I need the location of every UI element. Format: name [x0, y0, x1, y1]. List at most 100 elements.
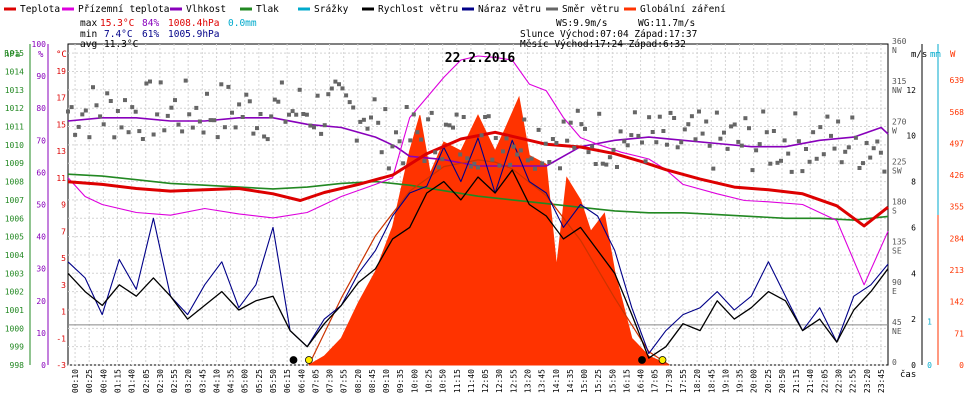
direction-point: [201, 130, 206, 135]
direction-point: [173, 98, 177, 103]
direction-point: [732, 122, 737, 127]
direction-point: [194, 105, 199, 110]
direction-tick-label: S: [892, 207, 897, 216]
direction-point: [258, 112, 263, 116]
humidity-tick: 30: [36, 265, 46, 274]
direction-point: [326, 92, 331, 97]
direction-point: [779, 158, 783, 163]
x-tick: 02:55: [170, 369, 179, 393]
series-naraz-vetru: [67, 137, 889, 355]
legend: Teplota Přízemní teplota Vlhkost Tlak Srážky…: [4, 4, 726, 15]
wind-tick: 6: [911, 223, 916, 232]
direction-point: [94, 103, 99, 108]
direction-point: [622, 139, 627, 144]
stat-avg-temp: 11.3°C: [104, 39, 138, 50]
direction-point: [379, 150, 384, 155]
x-tick: 10:00: [410, 369, 419, 393]
direction-point: [226, 84, 231, 89]
direction-point: [80, 112, 85, 117]
direction-point: [618, 129, 623, 134]
direction-point: [518, 148, 523, 153]
direction-point: [736, 139, 741, 144]
hpa-tick: 998: [10, 361, 25, 370]
direction-point: [468, 164, 473, 169]
direction-point: [383, 107, 388, 112]
direction-point: [247, 99, 252, 104]
temperature-tick: 19: [56, 67, 66, 76]
direction-point: [829, 133, 833, 138]
x-tick: 22:05: [820, 369, 829, 393]
stat-wg: WG:11.7m/s: [638, 18, 695, 29]
direction-points: [66, 78, 887, 174]
x-tick: 15:25: [594, 369, 603, 393]
direction-point: [422, 159, 427, 163]
direction-point: [461, 115, 466, 119]
stat-min-temp: 7.4°C: [104, 29, 133, 40]
radiation-tick: 284: [950, 234, 965, 243]
radiation-layer: [308, 95, 670, 366]
direction-point: [465, 156, 470, 161]
direction-point: [657, 114, 662, 119]
direction-point: [729, 124, 734, 129]
direction-point: [415, 130, 420, 135]
direction-point: [83, 108, 88, 113]
direction-point: [818, 125, 823, 130]
direction-point: [319, 131, 324, 136]
wind-tick: 8: [911, 178, 916, 187]
direction-point: [190, 125, 195, 130]
x-tick: 10:25: [425, 369, 434, 393]
direction-point: [697, 109, 701, 114]
direction-point: [493, 136, 498, 140]
legend-label-vlhkost: Vlhkost: [186, 4, 226, 15]
x-tick: 23:45: [877, 369, 886, 393]
direction-point: [130, 105, 135, 110]
direction-point: [479, 133, 484, 138]
stat-max-temp: 15.3°C: [100, 18, 134, 29]
direction-point: [333, 79, 338, 84]
stat-max-rain: 0.0mm: [228, 18, 257, 29]
direction-point: [861, 161, 865, 166]
direction-point: [689, 114, 694, 119]
direction-point: [821, 152, 826, 157]
direction-point: [600, 161, 605, 166]
stat-max-label: max: [80, 18, 97, 29]
series-tlak: [67, 173, 889, 221]
direction-point: [123, 98, 127, 103]
direction-point: [525, 158, 530, 163]
direction-point: [501, 149, 505, 154]
direction-tick: 315: [892, 77, 907, 86]
direction-point: [208, 118, 213, 123]
direction-point: [279, 80, 284, 85]
x-tick: 09:10: [382, 369, 391, 393]
temperature-tick: -1: [56, 334, 66, 343]
direction-point: [547, 160, 552, 164]
direction-point: [458, 152, 463, 157]
legend-label-smer-vetru: Směr větru: [562, 4, 619, 15]
hpa-tick: 999: [10, 343, 25, 352]
hpa-tick: 1006: [5, 214, 24, 223]
temperature-tick: 15: [56, 120, 66, 129]
humidity-tick: 70: [36, 136, 46, 145]
chart-title: 22.2.2016: [445, 51, 516, 66]
direction-tick-label: E: [892, 287, 897, 296]
x-tick: 02:30: [156, 369, 165, 393]
direction-point: [394, 130, 398, 135]
direction-point: [565, 138, 570, 143]
direction-point: [251, 131, 256, 136]
direction-point: [436, 165, 441, 170]
direction-point: [447, 123, 452, 128]
direction-point: [365, 126, 370, 131]
hpa-tick: 1009: [5, 159, 24, 168]
legend-label-teplota: Teplota: [20, 4, 60, 15]
direction-tick: 180: [892, 198, 907, 207]
hpa-tick: 1015: [5, 49, 24, 58]
direction-tick-label: SE: [892, 247, 902, 256]
direction-point: [604, 162, 609, 167]
direction-point: [650, 130, 655, 134]
direction-point: [579, 122, 584, 127]
direction-point: [347, 100, 352, 105]
direction-point: [679, 140, 684, 145]
series-rychlost-vetru: [67, 169, 889, 359]
direction-point: [137, 129, 142, 134]
humidity-tick: 80: [36, 104, 46, 113]
